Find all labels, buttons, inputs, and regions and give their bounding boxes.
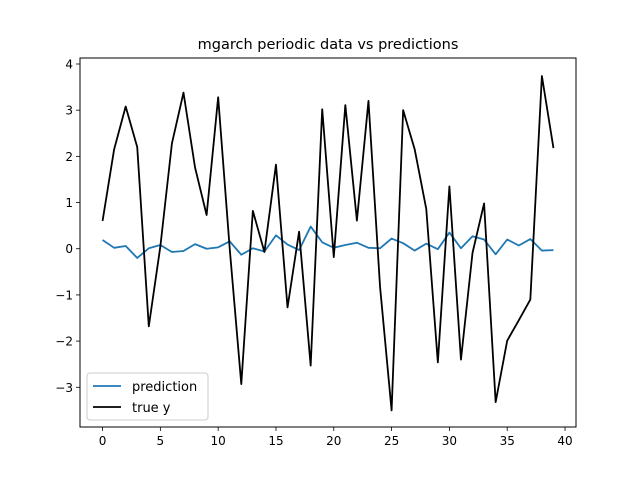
y-tick-label: 3 [65, 104, 73, 118]
y-tick-label: −1 [55, 288, 73, 302]
y-tick-label: 0 [65, 242, 73, 256]
x-tick-label: 15 [268, 434, 283, 448]
legend-label-true-y: true y [132, 401, 171, 416]
x-tick-label: 20 [326, 434, 341, 448]
chart-title: mgarch periodic data vs predictions [198, 37, 459, 53]
plot-lines [101, 75, 555, 412]
y-tick-label: 4 [65, 58, 73, 72]
x-tick-label: 10 [211, 434, 226, 448]
y-axis: −3 −2 −1 0 1 2 3 4 [55, 58, 80, 395]
x-tick-label: 35 [500, 434, 515, 448]
y-tick-label: −2 [55, 335, 73, 349]
x-tick-label: 25 [384, 434, 399, 448]
y-tick-label: −3 [55, 381, 73, 395]
plot-frame [79, 57, 577, 428]
x-tick-label: 0 [99, 434, 107, 448]
series-line-prediction [102, 225, 554, 259]
x-tick-label: 30 [442, 434, 457, 448]
legend-box [86, 372, 209, 421]
x-tick-label: 5 [157, 434, 165, 448]
legend: prediction true y [86, 372, 209, 421]
x-tick-label: 40 [557, 434, 572, 448]
y-tick-label: 1 [65, 196, 73, 210]
y-tick-label: 2 [65, 150, 73, 164]
legend-label-prediction: prediction [132, 380, 197, 395]
x-axis: 0 5 10 15 20 25 30 35 40 [99, 427, 573, 448]
series-line-true-y [101, 75, 555, 412]
